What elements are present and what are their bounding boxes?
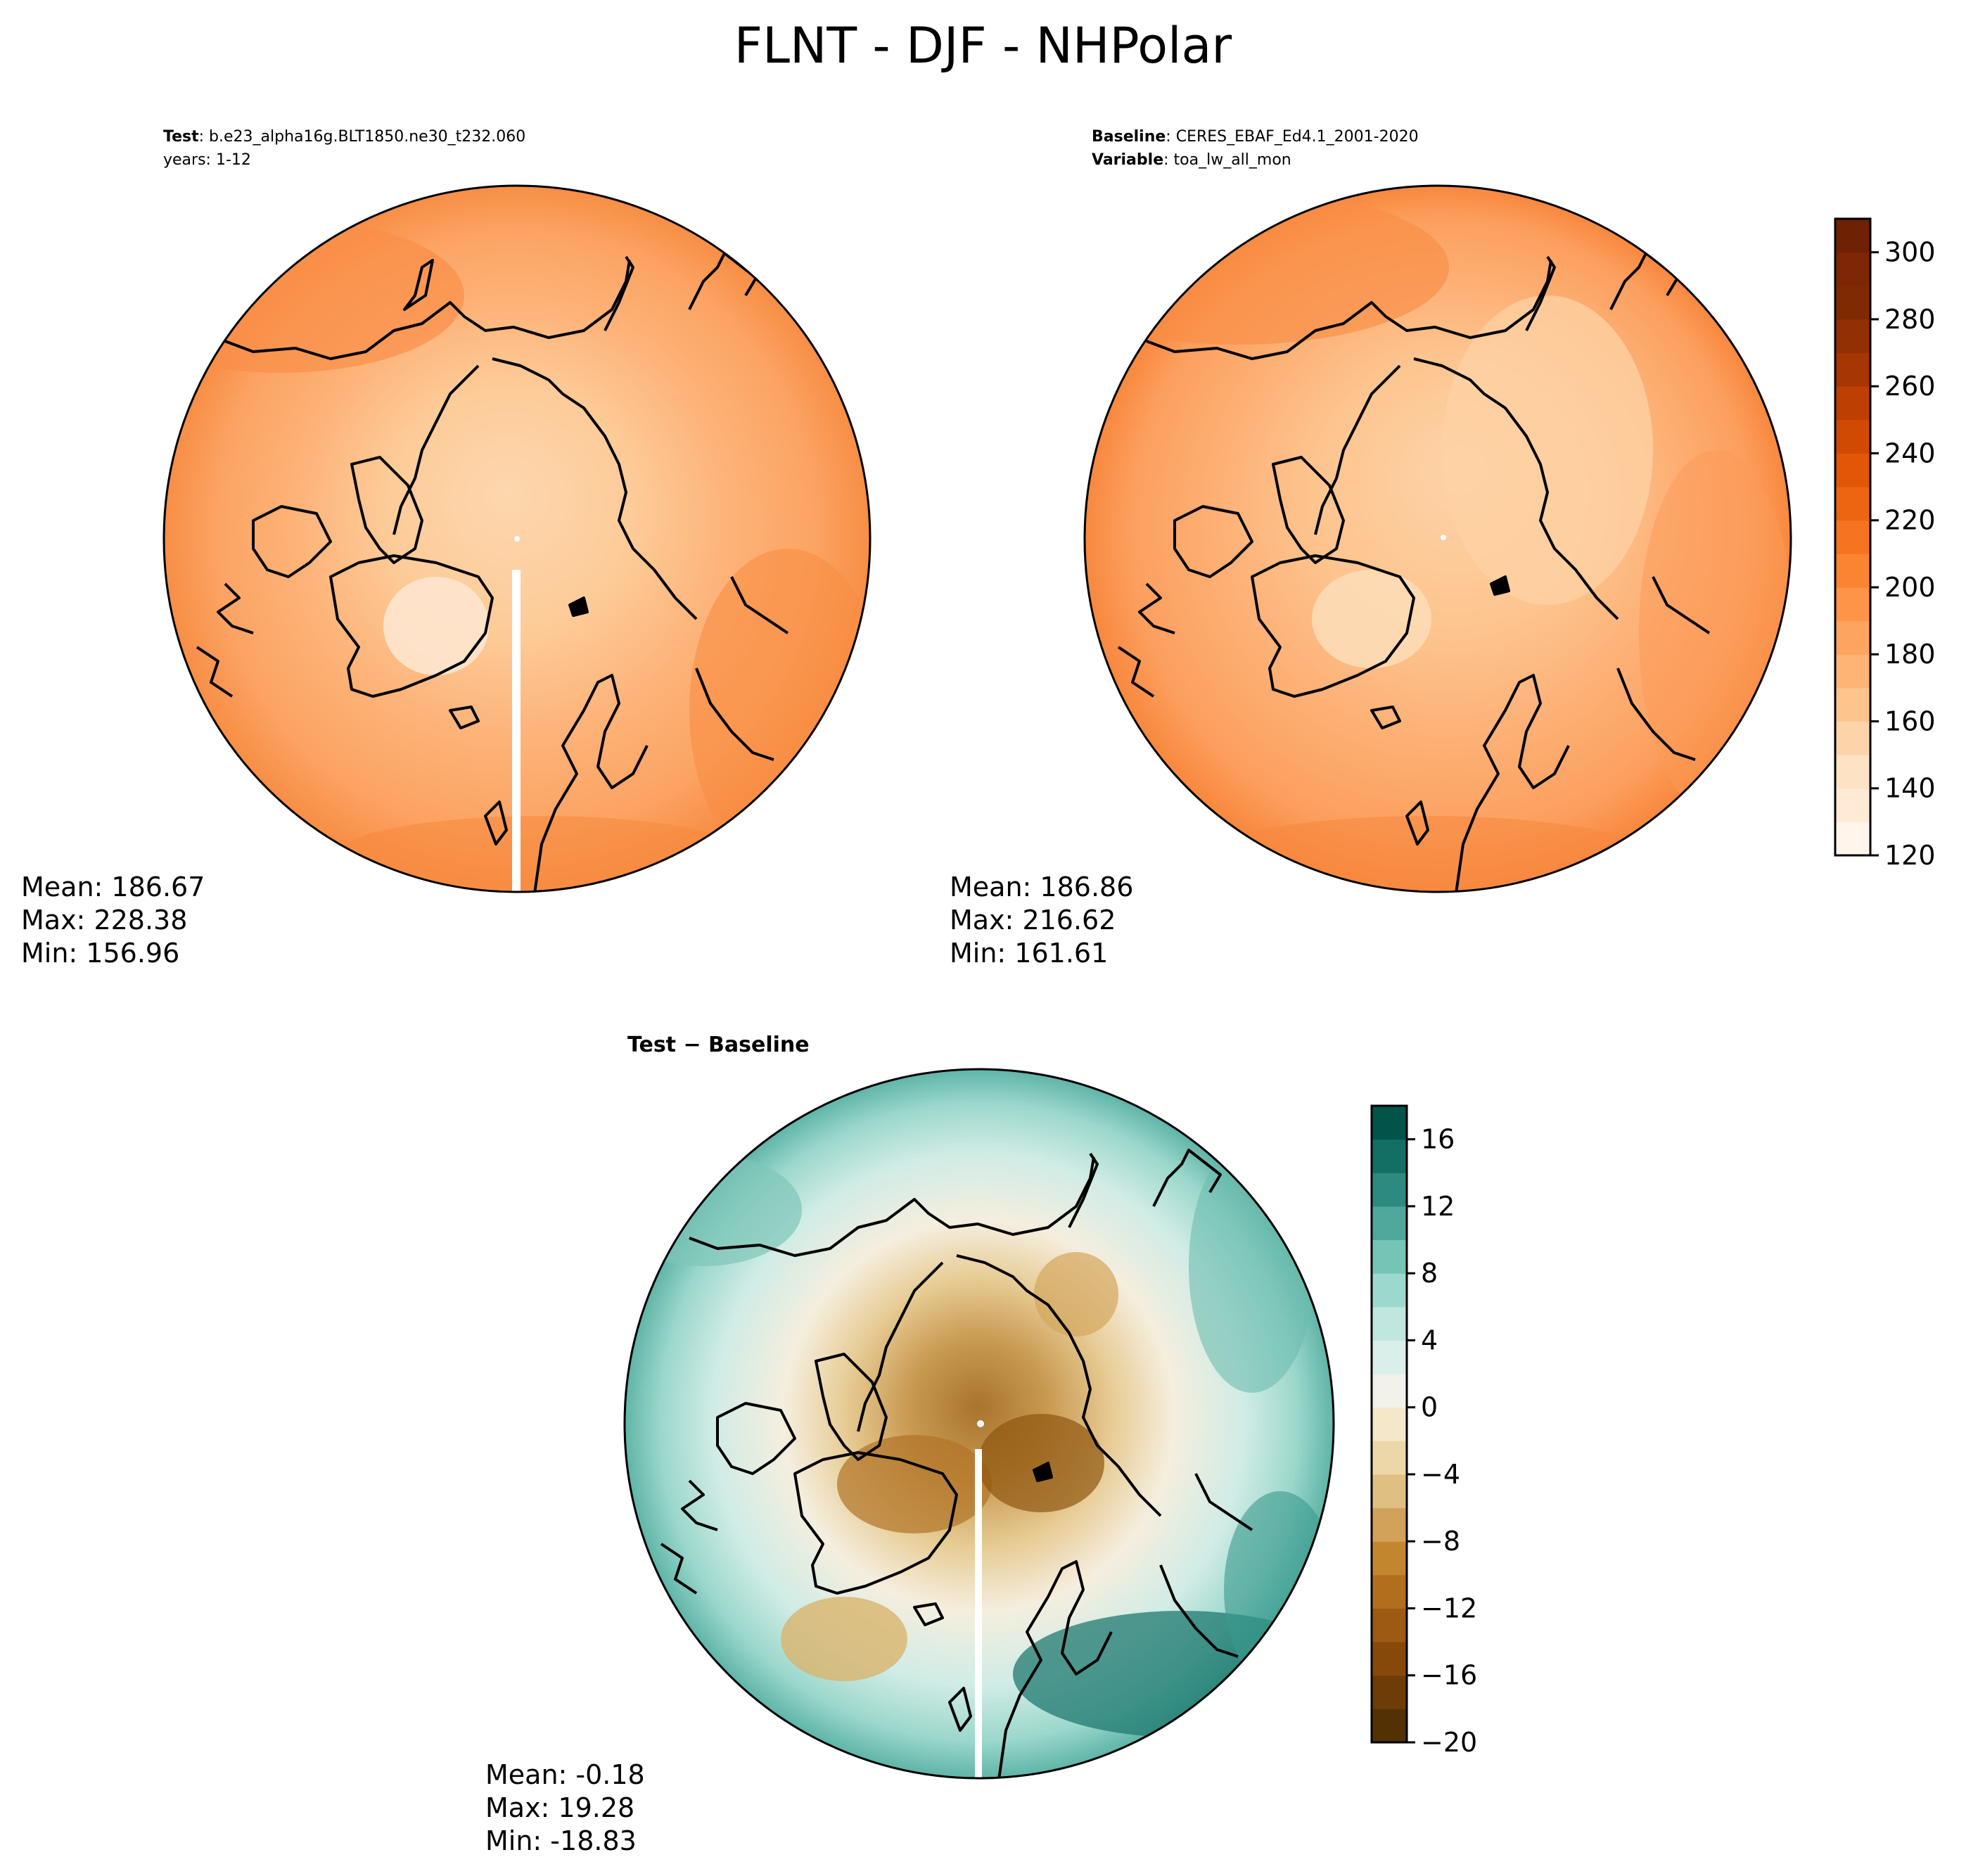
difference-colorbar-tick-label: −20 xyxy=(1421,1727,1477,1758)
main-colorbar-tick-label: 240 xyxy=(1884,438,1936,468)
main-colorbar: 120 140 160 180 200 220 240 260 280 300 xyxy=(1834,217,1936,871)
difference-colorbar-tick-label: −16 xyxy=(1421,1660,1477,1691)
baseline-coastlines xyxy=(1117,252,1739,892)
test-max: Max: 228.38 xyxy=(21,905,188,936)
difference-coastlines xyxy=(660,1149,1282,1778)
difference-panel-heading: Test − Baseline xyxy=(627,1033,810,1057)
main-colorbar-tick-label: 140 xyxy=(1884,773,1936,804)
main-colorbar-swatch xyxy=(1835,620,1870,655)
main-colorbar-frame xyxy=(1834,217,1872,857)
main-colorbar-swatch xyxy=(1835,219,1870,253)
difference-colorbar-tick-label: 8 xyxy=(1421,1258,1438,1289)
difference-colorbar-swatch xyxy=(1372,1407,1407,1441)
main-colorbar-swatch xyxy=(1835,822,1870,856)
test-case-name: : b.e23_alpha16g.BLT1850.ne30_t232.060 xyxy=(198,128,526,146)
difference-colorbar-swatch xyxy=(1372,1206,1407,1241)
difference-min: Min: -18.83 xyxy=(485,1825,637,1856)
baseline-panel-header: Baseline: CERES_EBAF_Ed4.1_2001-2020 Var… xyxy=(1092,125,1419,172)
main-colorbar-swatch xyxy=(1835,487,1870,521)
difference-colorbar-tick-label: 4 xyxy=(1421,1325,1438,1355)
test-stats: Mean: 186.67 Max: 228.38 Min: 156.96 xyxy=(21,871,205,970)
difference-max: Max: 19.28 xyxy=(485,1792,635,1823)
main-colorbar-tick-label: 280 xyxy=(1884,304,1936,335)
main-colorbar-swatch xyxy=(1835,721,1870,755)
difference-colorbar-swatch xyxy=(1372,1239,1407,1274)
main-colorbar-tick-label: 220 xyxy=(1884,505,1936,536)
difference-colorbar-swatch xyxy=(1372,1541,1407,1576)
difference-colorbar-swatch xyxy=(1372,1574,1407,1609)
main-colorbar-swatch xyxy=(1835,755,1870,789)
baseline-dataset-name: : CERES_EBAF_Ed4.1_2001-2020 xyxy=(1166,128,1419,146)
test-years: years: 1-12 xyxy=(163,151,251,169)
main-colorbar-swatch xyxy=(1835,352,1870,387)
test-label: Test xyxy=(163,128,199,146)
difference-colorbar-swatch xyxy=(1372,1273,1407,1308)
difference-colorbar-swatch xyxy=(1372,1474,1407,1509)
test-panel-header: Test: b.e23_alpha16g.BLT1850.ne30_t232.0… xyxy=(163,125,525,172)
difference-colorbar-swatch xyxy=(1372,1340,1407,1374)
difference-colorbar-swatch xyxy=(1372,1642,1407,1676)
difference-map xyxy=(623,1068,1335,1780)
baseline-map xyxy=(1083,184,1792,893)
main-colorbar-swatch xyxy=(1835,419,1870,454)
main-colorbar-tick-label: 180 xyxy=(1884,639,1936,670)
variable-label: Variable xyxy=(1092,151,1164,169)
difference-colorbar-tick-label: 0 xyxy=(1421,1392,1438,1423)
difference-colorbar-swatch xyxy=(1372,1709,1407,1743)
difference-colorbar-swatch xyxy=(1372,1507,1407,1542)
main-colorbar-tick-label: 200 xyxy=(1884,572,1936,603)
main-colorbar-tick-label: 300 xyxy=(1884,237,1936,268)
main-colorbar-tick-label: 120 xyxy=(1884,840,1936,871)
difference-colorbar-tick-label: 16 xyxy=(1421,1124,1455,1155)
difference-colorbar: −20 −16 −12 −8 −4 0 4 8 12 16 xyxy=(1370,1104,1477,1758)
main-colorbar-swatch xyxy=(1835,386,1870,421)
main-colorbar-tick-label: 160 xyxy=(1884,706,1936,736)
difference-colorbar-tick-label: −8 xyxy=(1421,1526,1460,1557)
main-colorbar-swatch xyxy=(1835,687,1870,722)
difference-colorbar-swatch xyxy=(1372,1675,1407,1709)
difference-colorbar-swatch xyxy=(1372,1441,1407,1475)
difference-colorbar-frame xyxy=(1370,1104,1408,1744)
difference-colorbar-tick-label: −4 xyxy=(1421,1459,1460,1490)
variable-name: : toa_lw_all_mon xyxy=(1163,151,1291,169)
baseline-stats: Mean: 186.86 Max: 216.62 Min: 161.61 xyxy=(950,871,1133,970)
difference-colorbar-tick-label: −12 xyxy=(1421,1593,1477,1623)
main-colorbar-swatch xyxy=(1835,520,1870,554)
main-colorbar-swatch xyxy=(1835,286,1870,320)
baseline-min: Min: 161.61 xyxy=(950,938,1109,969)
baseline-max: Max: 216.62 xyxy=(950,905,1116,936)
difference-colorbar-swatch xyxy=(1372,1608,1407,1642)
main-colorbar-swatch xyxy=(1835,453,1870,487)
difference-colorbar-swatch xyxy=(1372,1306,1407,1341)
test-min: Min: 156.96 xyxy=(21,938,180,969)
main-colorbar-swatch xyxy=(1835,554,1870,588)
difference-colorbar-swatch xyxy=(1372,1139,1407,1173)
main-colorbar-swatch xyxy=(1835,654,1870,689)
test-mean: Mean: 186.67 xyxy=(21,872,205,902)
difference-stats: Mean: -0.18 Max: 19.28 Min: -18.83 xyxy=(485,1759,645,1858)
main-colorbar-swatch xyxy=(1835,587,1870,622)
test-coastlines xyxy=(196,252,817,892)
difference-colorbar-swatch xyxy=(1372,1173,1407,1207)
figure-title: FLNT - DJF - NHPolar xyxy=(734,17,1232,75)
difference-colorbar-swatch xyxy=(1372,1374,1407,1408)
main-colorbar-swatch xyxy=(1835,319,1870,354)
main-colorbar-tick-label: 260 xyxy=(1884,371,1936,402)
difference-mean: Mean: -0.18 xyxy=(485,1759,645,1790)
baseline-label: Baseline xyxy=(1092,128,1166,146)
main-colorbar-swatch xyxy=(1835,252,1870,286)
difference-colorbar-swatch xyxy=(1372,1106,1407,1140)
main-colorbar-swatch xyxy=(1835,788,1870,822)
difference-colorbar-tick-label: 12 xyxy=(1421,1191,1455,1222)
test-map xyxy=(162,184,872,893)
baseline-mean: Mean: 186.86 xyxy=(950,872,1134,902)
